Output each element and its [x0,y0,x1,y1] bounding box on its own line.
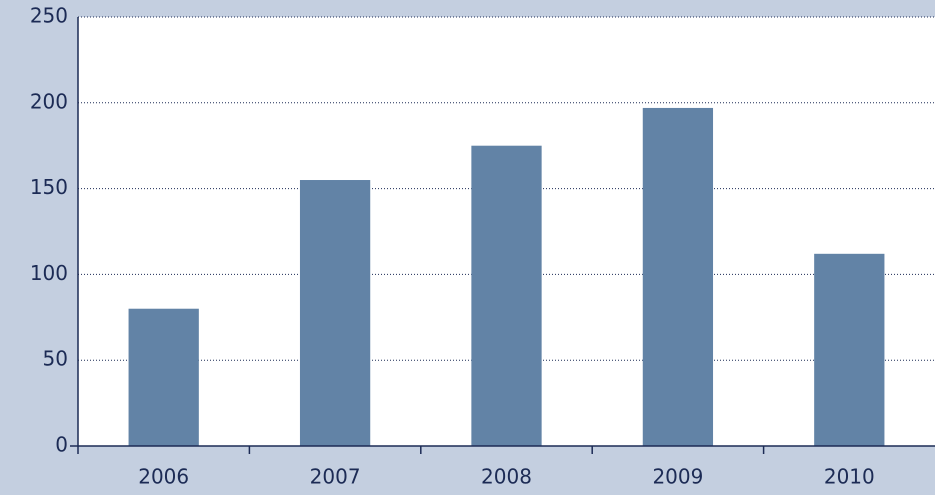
bar [642,107,714,446]
y-tick-label: 250 [30,4,68,28]
bar [471,145,542,446]
x-tick-label: 2010 [824,465,875,489]
x-tick-label: 2007 [310,465,361,489]
y-tick-label: 150 [30,175,68,199]
x-tick-label: 2009 [652,465,703,489]
bar [299,180,371,446]
bar [128,308,199,446]
y-tick-label: 0 [55,433,68,457]
y-tick-label: 50 [43,347,68,371]
bar [814,253,885,446]
x-tick-label: 2006 [138,465,189,489]
y-tick-label: 200 [30,89,68,113]
y-tick-label: 100 [30,261,68,285]
x-tick-label: 2008 [481,465,532,489]
